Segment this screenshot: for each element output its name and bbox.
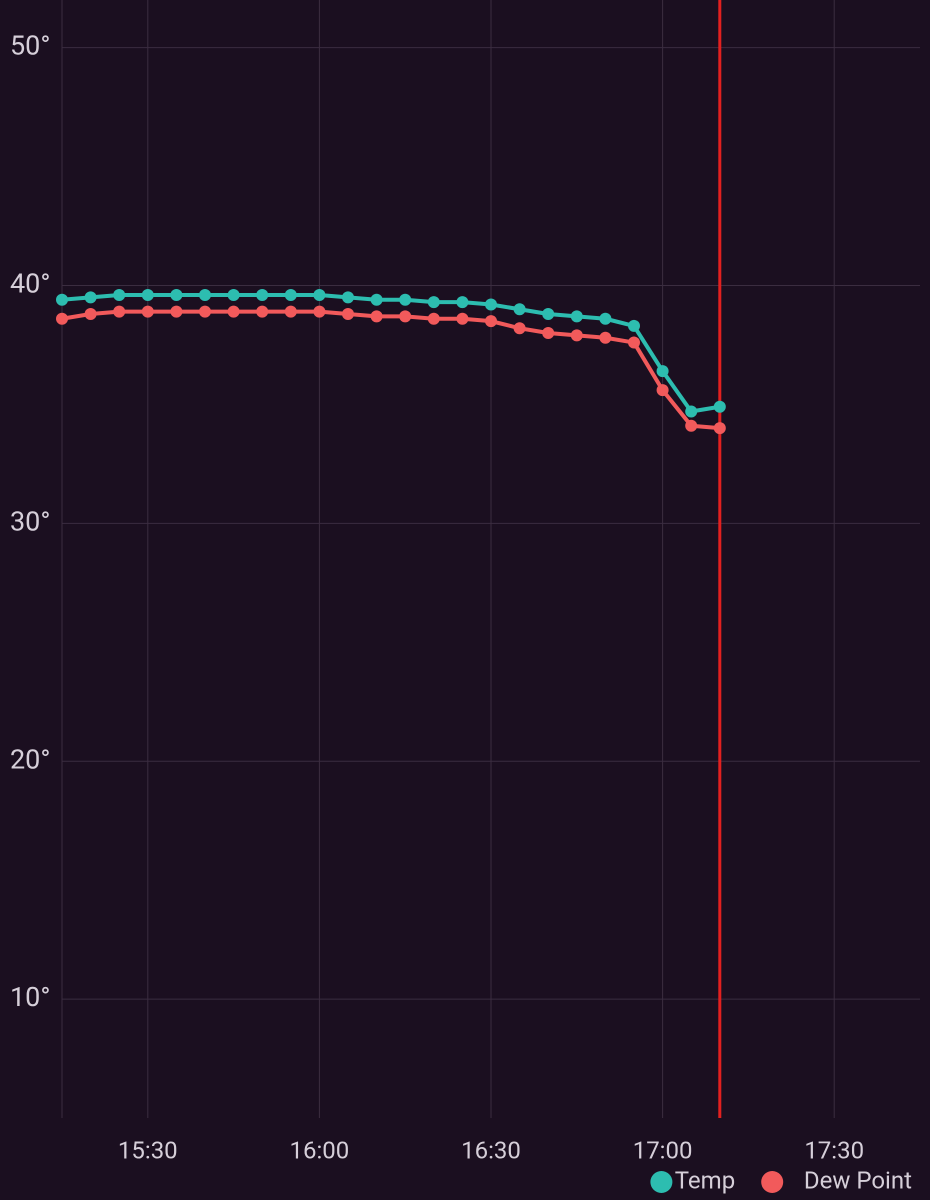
x-tick-label: 15:30	[118, 1136, 178, 1164]
series-marker	[571, 310, 583, 322]
x-tick-label: 16:00	[290, 1136, 350, 1164]
y-tick-label: 50°	[10, 30, 50, 62]
series-marker	[170, 289, 182, 301]
series-marker	[514, 322, 526, 334]
series-marker	[285, 289, 297, 301]
series-marker	[256, 289, 268, 301]
x-tick-label: 16:30	[461, 1136, 521, 1164]
series-marker	[142, 306, 154, 318]
series-marker	[599, 332, 611, 344]
series-marker	[56, 294, 68, 306]
series-marker	[599, 313, 611, 325]
series-marker	[199, 289, 211, 301]
series-marker	[714, 422, 726, 434]
series-marker	[628, 337, 640, 349]
series-marker	[628, 320, 640, 332]
series-marker	[313, 306, 325, 318]
temperature-chart: 10° 20° 30° 40° 50° 15:30 16:00 16:30 17:00 17:30…	[0, 0, 930, 1200]
series-marker	[113, 306, 125, 318]
series-marker	[56, 313, 68, 325]
series-marker	[456, 313, 468, 325]
series-marker	[456, 296, 468, 308]
legend-label: Dew Point	[804, 1166, 912, 1194]
series-marker	[228, 306, 240, 318]
series-marker	[714, 401, 726, 413]
series-marker	[685, 420, 697, 432]
series-marker	[228, 289, 240, 301]
legend-marker	[761, 1171, 783, 1193]
series-marker	[371, 294, 383, 306]
series-marker	[256, 306, 268, 318]
series-marker	[399, 310, 411, 322]
series-marker	[170, 306, 182, 318]
series-marker	[514, 303, 526, 315]
series-marker	[313, 289, 325, 301]
series-marker	[399, 294, 411, 306]
series-marker	[657, 384, 669, 396]
series-marker	[485, 298, 497, 310]
legend-marker	[650, 1171, 672, 1193]
x-tick-label: 17:00	[633, 1136, 693, 1164]
series-marker	[342, 308, 354, 320]
series-marker	[342, 291, 354, 303]
series-marker	[485, 315, 497, 327]
y-tick-label: 20°	[10, 743, 50, 775]
series-marker	[371, 310, 383, 322]
series-marker	[113, 289, 125, 301]
series-marker	[657, 365, 669, 377]
series-marker	[85, 308, 97, 320]
series-marker	[199, 306, 211, 318]
series-marker	[142, 289, 154, 301]
y-tick-label: 40°	[10, 268, 50, 300]
x-tick-label: 17:30	[804, 1136, 864, 1164]
y-tick-label: 10°	[10, 981, 50, 1013]
series-marker	[85, 291, 97, 303]
series-marker	[685, 406, 697, 418]
y-tick-label: 30°	[10, 505, 50, 537]
series-marker	[542, 327, 554, 339]
series-marker	[542, 308, 554, 320]
legend-label: Temp	[675, 1166, 735, 1194]
series-marker	[428, 313, 440, 325]
series-marker	[571, 329, 583, 341]
series-marker	[285, 306, 297, 318]
series-marker	[428, 296, 440, 308]
